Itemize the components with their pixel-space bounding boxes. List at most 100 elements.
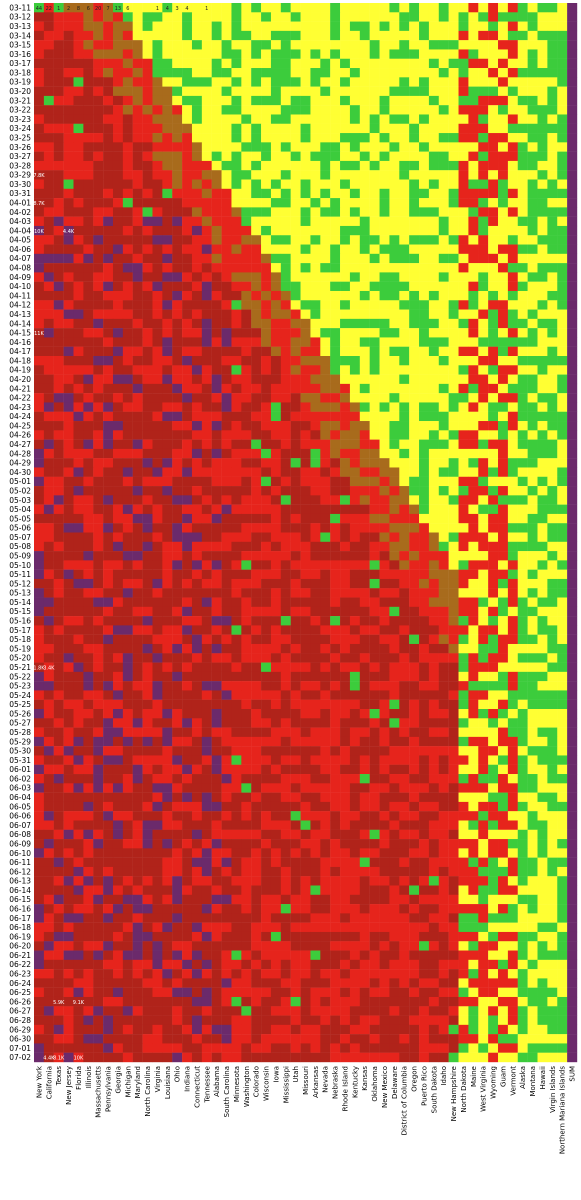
heatmap-cell: [182, 560, 193, 570]
heatmap-cell: [280, 123, 291, 134]
heatmap-cell: [389, 216, 400, 227]
heatmap-cell: [399, 792, 410, 803]
heatmap-cell: [517, 643, 528, 654]
heatmap-cell: [399, 179, 410, 189]
heatmap-cell: [478, 606, 489, 617]
heatmap-cell: [93, 504, 104, 515]
heatmap-cell: [409, 216, 420, 227]
heatmap-cell: [468, 681, 479, 691]
heatmap-cell: [330, 578, 341, 589]
heatmap-cell: [261, 653, 272, 663]
heatmap-cell: [359, 606, 370, 617]
heatmap-cell: [270, 690, 282, 700]
heatmap-cell: [152, 290, 163, 301]
heatmap-cell: [349, 12, 360, 22]
heatmap-cell: [93, 551, 104, 561]
heatmap-cell: [547, 811, 558, 821]
heatmap-cell: [448, 811, 459, 821]
heatmap-cell: [468, 290, 479, 301]
heatmap-cell: [261, 160, 272, 171]
heatmap-cell: [340, 30, 351, 41]
heatmap-cell: [182, 346, 193, 357]
heatmap-cell: [122, 746, 133, 756]
heatmap-cell: [300, 383, 311, 394]
heatmap-cell: [211, 346, 222, 357]
heatmap-cell: [359, 495, 370, 505]
heatmap-cell: [537, 718, 548, 728]
heatmap-cell: [488, 68, 499, 78]
heatmap-cell: [349, 77, 360, 87]
heatmap-cell: [369, 439, 380, 450]
heatmap-cell: [251, 225, 262, 236]
heatmap-cell: [201, 3, 212, 13]
heatmap-cell: [221, 374, 232, 385]
heatmap-cell: [43, 439, 54, 450]
heatmap-cell: [261, 820, 272, 830]
heatmap-cell: [340, 290, 351, 301]
heatmap-cell: [162, 829, 173, 840]
heatmap-cell: [103, 746, 114, 756]
heatmap-cell: [340, 244, 351, 255]
heatmap-cell: [428, 402, 439, 412]
heatmap-cell: [468, 318, 479, 329]
heatmap-cell: [221, 244, 232, 255]
heatmap-cell: [211, 402, 222, 412]
heatmap-cell: [517, 383, 528, 394]
heatmap-cell: [419, 346, 430, 357]
heatmap-cell: [251, 839, 262, 849]
heatmap-cell: [93, 105, 104, 115]
heatmap-cell: [349, 829, 360, 840]
heatmap-cell: [379, 653, 390, 663]
heatmap-cell: [112, 560, 124, 570]
heatmap-cell: [43, 578, 54, 589]
heatmap-cell: [241, 746, 252, 756]
heatmap-cell: [231, 551, 242, 561]
heatmap-cell: [103, 523, 114, 533]
heatmap-cell: [349, 774, 360, 784]
heatmap-cell: [103, 643, 114, 654]
heatmap-cell: [557, 820, 568, 830]
heatmap-cell: [517, 513, 528, 524]
heatmap-cell: [458, 383, 469, 394]
heatmap-cell: [310, 77, 321, 87]
heatmap-cell: [507, 198, 518, 208]
heatmap-cell: [280, 309, 291, 320]
heatmap-cell: [448, 68, 459, 78]
heatmap-cell: [330, 328, 341, 338]
heatmap-cell: [389, 736, 400, 747]
heatmap-cell: [448, 430, 459, 440]
heatmap-cell: [389, 467, 400, 477]
heatmap-cell: [340, 225, 351, 236]
heatmap-cell: [419, 402, 430, 412]
heatmap-cell: [310, 671, 321, 682]
heatmap-cell: [527, 467, 538, 477]
heatmap-cell: [201, 458, 212, 468]
heatmap-cell: [211, 551, 222, 561]
heatmap-cell: [547, 458, 558, 468]
heatmap-cell: [527, 495, 538, 505]
heatmap-cell: [458, 643, 469, 654]
heatmap-cell: [53, 198, 64, 208]
heatmap-cell: [567, 606, 578, 617]
heatmap-cell: [349, 198, 360, 208]
heatmap-cell: [290, 774, 301, 784]
heatmap-cell: [43, 486, 54, 496]
heatmap-cell: [83, 272, 94, 282]
heatmap-cell: [172, 560, 183, 570]
heatmap-cell: [428, 690, 439, 700]
heatmap-cell: [399, 30, 410, 41]
heatmap-cell: [438, 439, 449, 450]
heatmap-cell: [488, 216, 499, 227]
heatmap-cell: [399, 49, 410, 59]
heatmap-cell: [507, 829, 518, 840]
heatmap-cell: [211, 3, 222, 13]
heatmap-cell: [468, 736, 479, 747]
heatmap-cell: [290, 40, 301, 50]
heatmap-cell: [399, 402, 410, 412]
heatmap-cell: [320, 263, 331, 273]
heatmap-cell: [557, 709, 568, 719]
heatmap-cell: [379, 235, 390, 245]
heatmap-cell: [438, 653, 449, 663]
heatmap-cell: [34, 393, 45, 403]
